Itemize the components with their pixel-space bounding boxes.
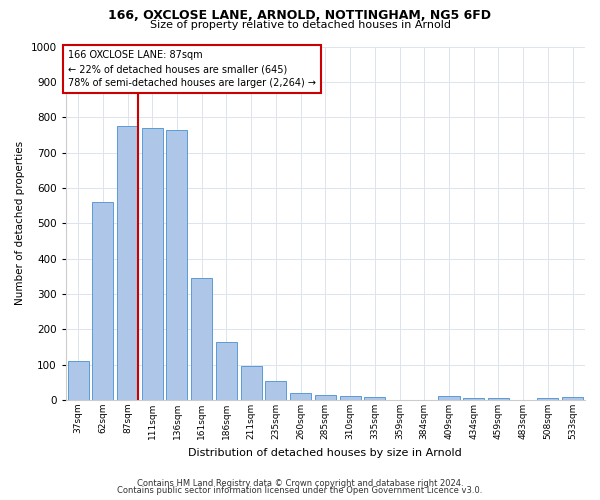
Bar: [488, 398, 509, 400]
Bar: [364, 397, 385, 400]
Bar: [439, 396, 460, 400]
Text: Contains HM Land Registry data © Crown copyright and database right 2024.: Contains HM Land Registry data © Crown c…: [137, 478, 463, 488]
Bar: [241, 366, 262, 400]
Bar: [92, 202, 113, 400]
Text: Size of property relative to detached houses in Arnold: Size of property relative to detached ho…: [149, 20, 451, 30]
X-axis label: Distribution of detached houses by size in Arnold: Distribution of detached houses by size …: [188, 448, 462, 458]
Bar: [265, 380, 286, 400]
Bar: [340, 396, 361, 400]
Bar: [117, 126, 138, 400]
Bar: [68, 361, 89, 400]
Bar: [142, 128, 163, 400]
Text: 166 OXCLOSE LANE: 87sqm
← 22% of detached houses are smaller (645)
78% of semi-d: 166 OXCLOSE LANE: 87sqm ← 22% of detache…: [68, 50, 316, 88]
Bar: [166, 130, 187, 400]
Bar: [290, 393, 311, 400]
Bar: [538, 398, 559, 400]
Y-axis label: Number of detached properties: Number of detached properties: [15, 141, 25, 306]
Bar: [216, 342, 237, 400]
Text: Contains public sector information licensed under the Open Government Licence v3: Contains public sector information licen…: [118, 486, 482, 495]
Bar: [562, 397, 583, 400]
Bar: [463, 398, 484, 400]
Bar: [191, 278, 212, 400]
Text: 166, OXCLOSE LANE, ARNOLD, NOTTINGHAM, NG5 6FD: 166, OXCLOSE LANE, ARNOLD, NOTTINGHAM, N…: [109, 9, 491, 22]
Bar: [315, 396, 336, 400]
